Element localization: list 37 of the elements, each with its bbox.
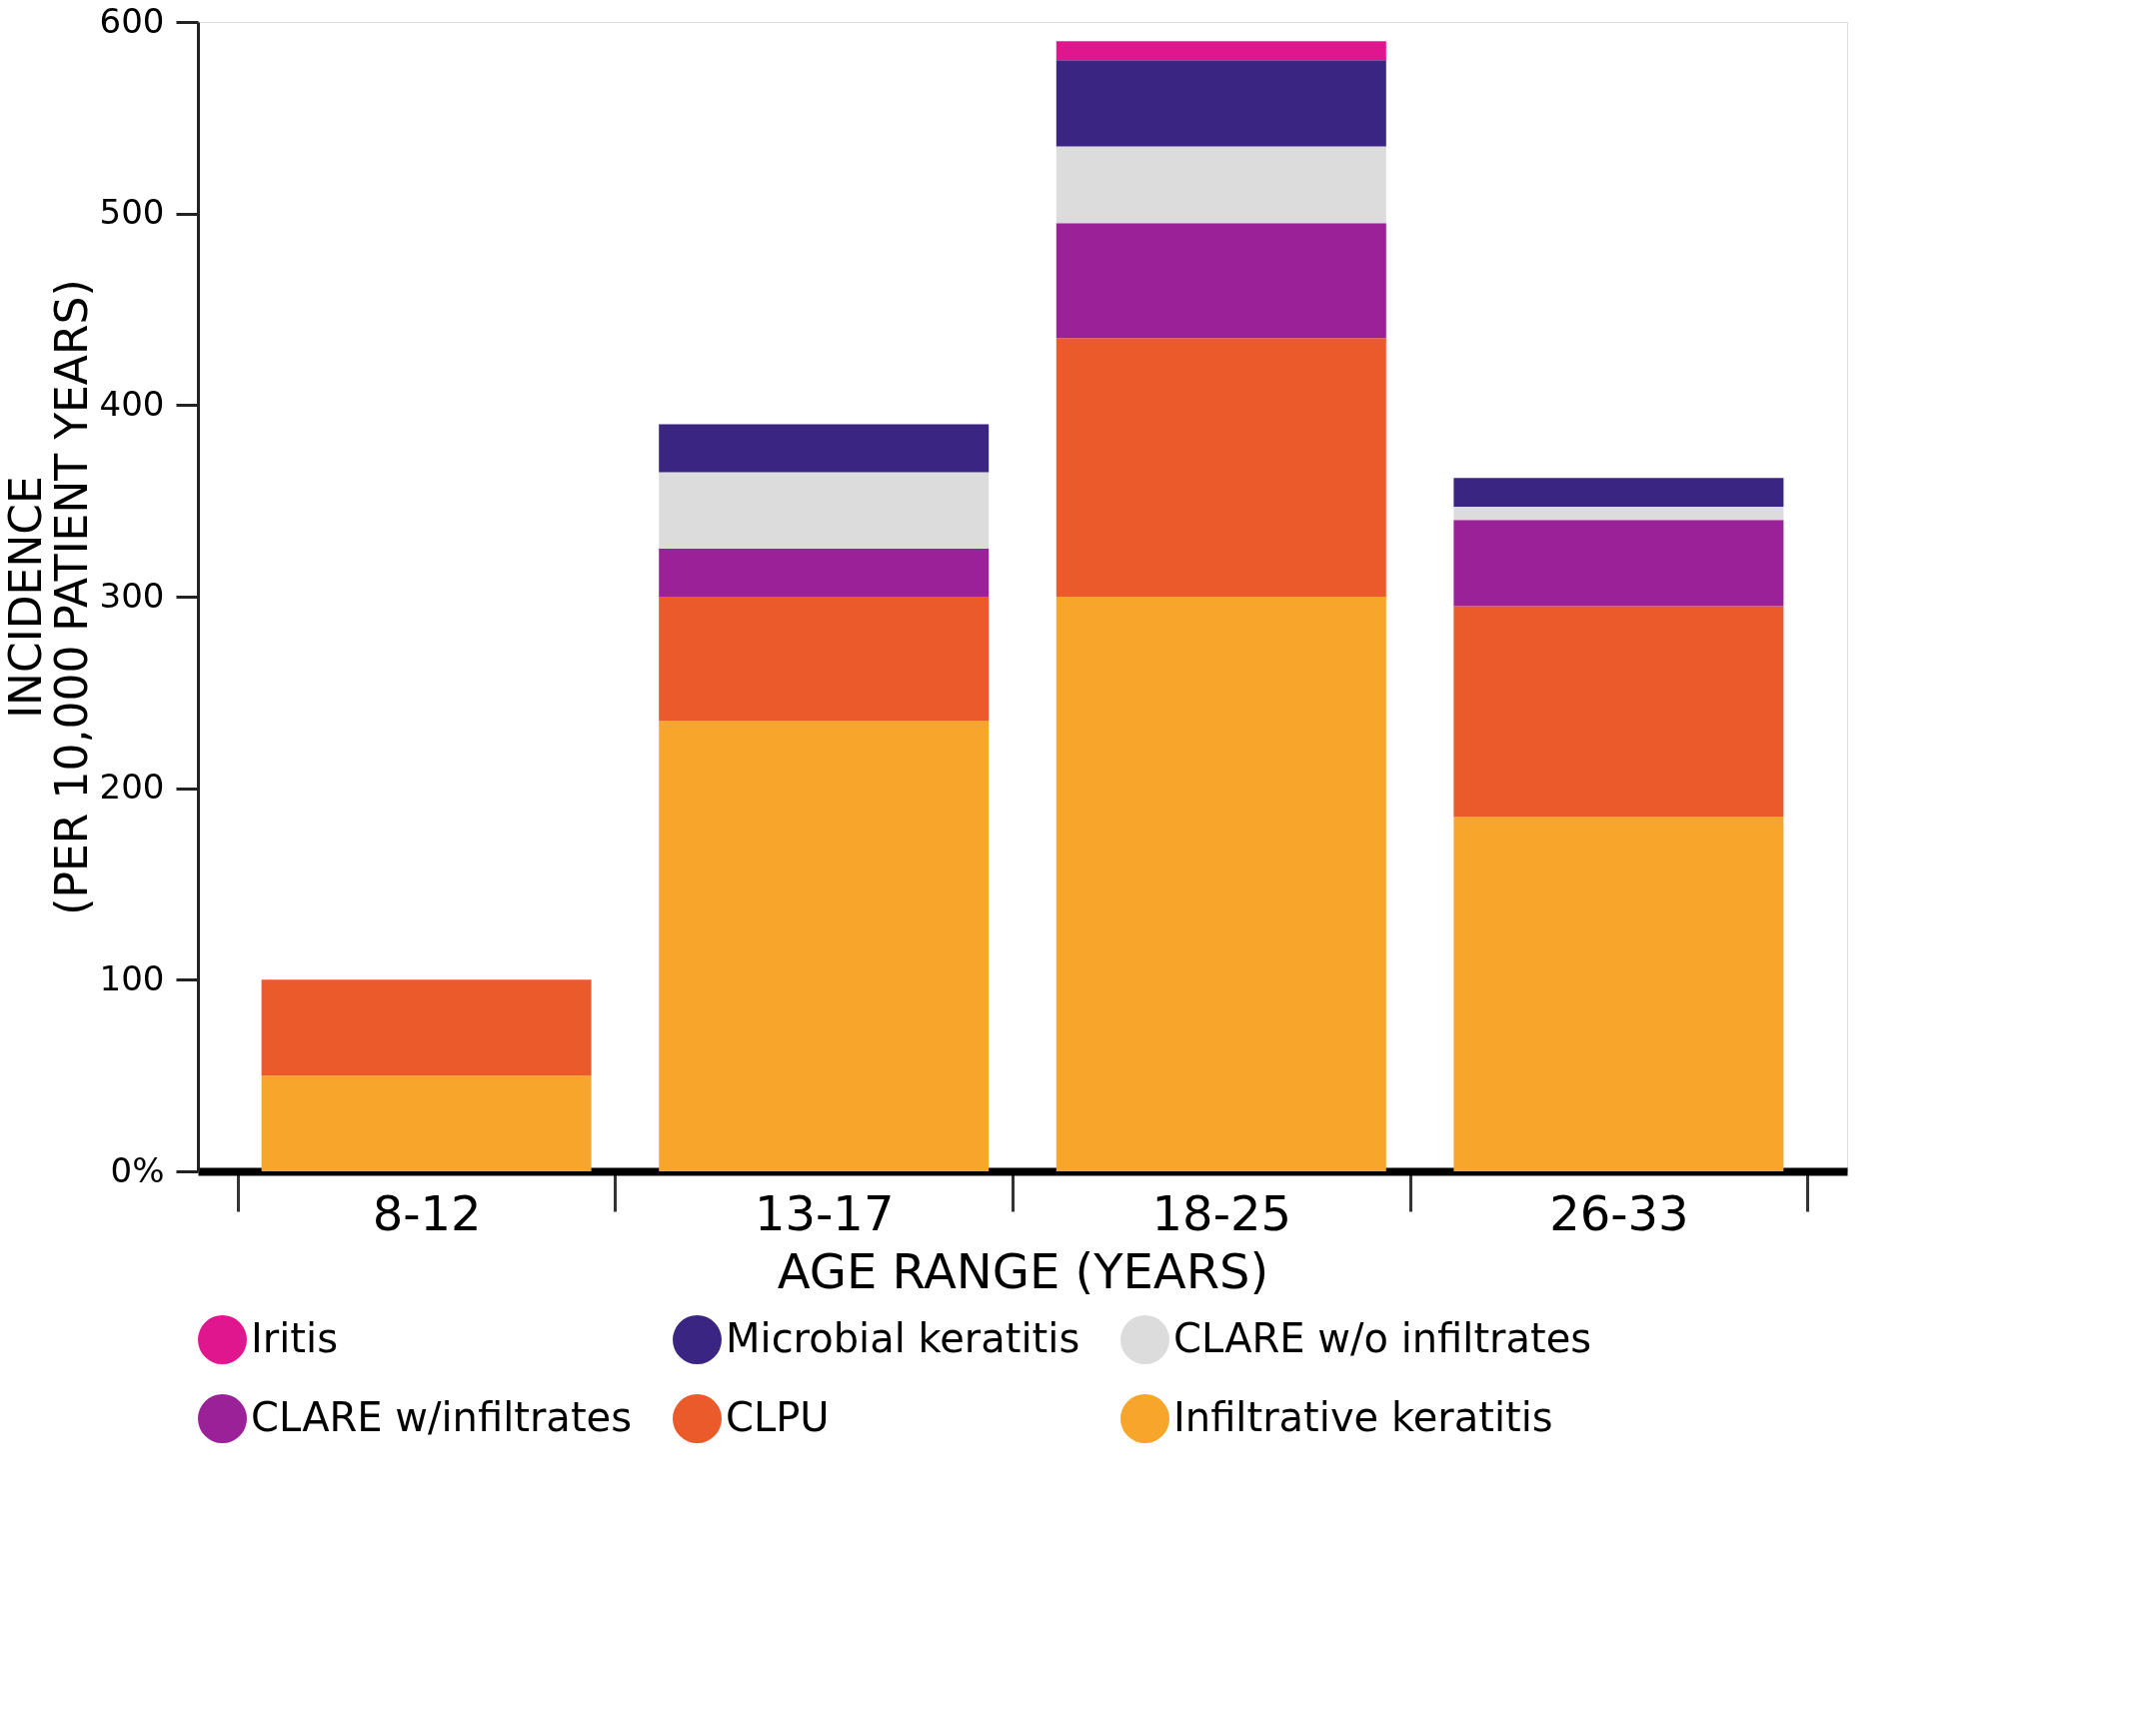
y-tick-label: 100 [99, 957, 165, 998]
bar [659, 549, 990, 597]
x-tick-label: 13-17 [754, 1184, 895, 1241]
y-tick-label: 300 [99, 575, 165, 616]
bar [1056, 223, 1386, 339]
bar [1453, 817, 1784, 1171]
legend-label: CLARE w/infiltrates [251, 1393, 633, 1440]
x-tick-label: 26-33 [1549, 1184, 1689, 1241]
x-tick-label: 18-25 [1151, 1184, 1292, 1241]
bar [1056, 60, 1386, 147]
y-tick-label: 200 [99, 767, 165, 808]
legend-label: Iritis [251, 1314, 338, 1361]
y-axis-title: INCIDENCE (PER 10,000 PATIENT YEARS) [0, 279, 97, 915]
bar [261, 979, 592, 1076]
bar [1056, 597, 1386, 1171]
y-tick-label: 0% [110, 1149, 165, 1190]
legend-label: CLPU [726, 1393, 830, 1440]
bar [1453, 606, 1784, 818]
bar [1056, 146, 1386, 224]
bar [1453, 478, 1784, 507]
bar [1453, 506, 1784, 521]
bar [659, 721, 990, 1171]
legend-label: CLARE w/o infiltrates [1173, 1314, 1592, 1361]
x-tick-label: 8-12 [372, 1184, 482, 1241]
y-tick-label: 600 [99, 0, 165, 41]
bar [659, 472, 990, 550]
bar [1056, 41, 1386, 61]
bar [659, 424, 990, 473]
bar [261, 1075, 592, 1171]
bar [1056, 338, 1386, 597]
bar [659, 597, 990, 722]
legend-label: Microbial keratitis [726, 1314, 1080, 1361]
y-tick-label: 400 [99, 383, 165, 424]
x-axis-title: AGE RANGE (YEARS) [777, 1242, 1269, 1299]
bar [1453, 520, 1784, 607]
y-tick-label: 500 [99, 192, 165, 233]
legend-label: Infiltrative keratitis [1173, 1393, 1553, 1440]
